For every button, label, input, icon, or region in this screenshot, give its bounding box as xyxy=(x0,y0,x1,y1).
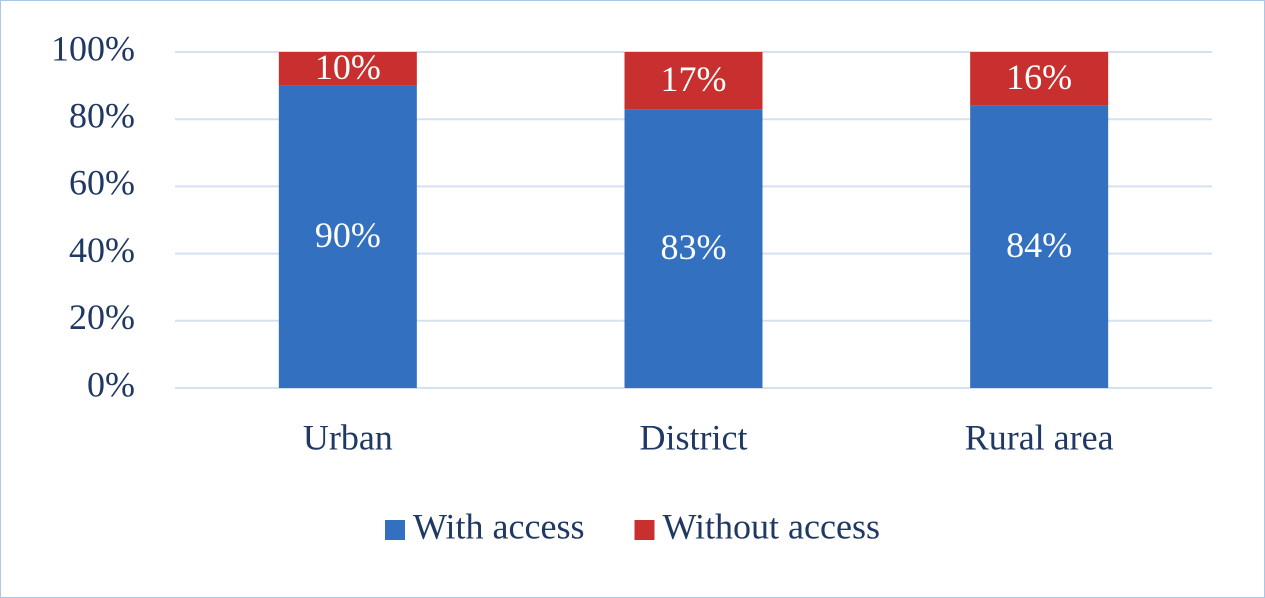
legend-label: With access xyxy=(413,506,584,546)
data-label: 16% xyxy=(1006,57,1072,97)
data-label: 83% xyxy=(661,227,727,267)
bar-segment xyxy=(970,52,1109,106)
y-tick-label: 40% xyxy=(69,230,135,270)
bar-segment xyxy=(624,109,763,389)
legend-label: Without access xyxy=(663,506,880,546)
x-tick-label: District xyxy=(640,417,748,457)
x-tick-label: Urban xyxy=(303,417,393,457)
bar-segment xyxy=(624,52,763,110)
y-tick-label: 0% xyxy=(87,364,135,404)
data-label: 17% xyxy=(661,59,727,99)
y-tick-label: 20% xyxy=(69,297,135,337)
bar-segment xyxy=(278,52,417,86)
y-tick-label: 60% xyxy=(69,163,135,203)
y-tick-label: 80% xyxy=(69,95,135,135)
bar-segment xyxy=(278,85,417,388)
data-label: 90% xyxy=(315,215,381,255)
y-tick-label: 100% xyxy=(51,28,135,68)
data-label: 84% xyxy=(1006,225,1072,265)
data-label: 10% xyxy=(315,47,381,87)
x-tick-label: Rural area xyxy=(965,417,1114,457)
legend-swatch xyxy=(634,520,655,540)
legend-swatch xyxy=(385,520,406,540)
bar-segment xyxy=(970,105,1109,388)
